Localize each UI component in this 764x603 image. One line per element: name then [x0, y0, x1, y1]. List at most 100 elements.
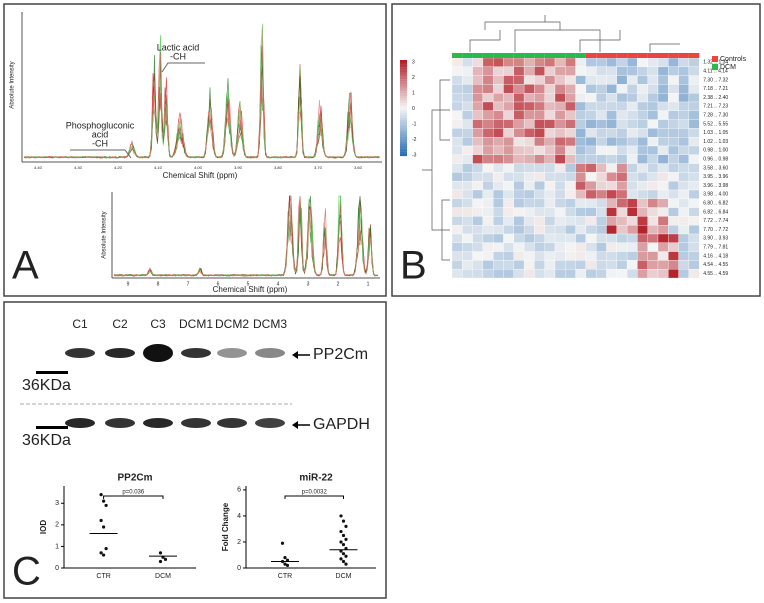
scale-tick: 1: [412, 90, 415, 96]
heatmap-cell: [606, 181, 617, 191]
heatmap-cell: [688, 93, 700, 103]
heatmap-cell: [462, 233, 473, 243]
heatmap-cell: [544, 75, 556, 85]
heatmap-cell: [637, 198, 648, 208]
x-tick-label: 3.90: [234, 165, 243, 170]
plot-title: PP2Cm: [117, 473, 152, 484]
heatmap-cell: [451, 154, 463, 164]
heatmap-cell: [596, 110, 607, 120]
x-tick-label: 1: [367, 281, 370, 287]
size-label: 36KDa: [22, 432, 71, 449]
data-point: [344, 554, 348, 558]
heatmap-cell: [637, 207, 648, 217]
heatmap-cell: [616, 163, 628, 173]
heatmap-cell: [534, 198, 545, 208]
heatmap-cell: [678, 207, 690, 217]
heatmap-cell: [626, 93, 638, 103]
heatmap-cell: [493, 75, 504, 85]
heatmap-cell: [544, 207, 556, 217]
heatmap-cell: [472, 119, 484, 129]
heatmap-cell: [585, 137, 597, 147]
heatmap-cell: [596, 163, 607, 173]
heatmap-cell: [554, 66, 566, 76]
heatmap-cell: [472, 260, 484, 270]
row-label: 7.70 .. 7.72: [703, 227, 728, 233]
data-point: [344, 562, 348, 566]
color-scale: [400, 91, 407, 94]
heatmap-cell: [657, 163, 669, 173]
heatmap-cell: [534, 269, 545, 279]
heatmap-cell: [616, 260, 628, 270]
heatmap-cell: [482, 251, 494, 261]
heatmap-cell: [678, 181, 690, 191]
heatmap-cell: [462, 172, 473, 182]
heatmap-cell: [472, 110, 484, 120]
heatmap-cell: [472, 154, 484, 164]
heatmap-cell: [565, 163, 576, 173]
heatmap-cell: [523, 163, 535, 173]
row-label: 4.16 .. 4.18: [703, 253, 728, 259]
heatmap-cell: [678, 163, 690, 173]
row-label: 7.21 .. 7.23: [703, 104, 728, 110]
heatmap-cell: [493, 181, 504, 191]
heatmap-cell: [513, 216, 525, 226]
x-tick-label: CTR: [278, 573, 292, 580]
heatmap-cell: [668, 163, 679, 173]
heatmap-cell: [616, 110, 628, 120]
group-bar: [472, 53, 483, 58]
color-scale: [400, 129, 407, 133]
heatmap-cell: [616, 225, 628, 235]
row-label: 7.30 .. 7.32: [703, 77, 728, 83]
annotation: Lactic acid: [157, 42, 200, 52]
heatmap-cell: [626, 145, 638, 155]
heatmap-cell: [668, 101, 679, 111]
heatmap-cell: [596, 145, 607, 155]
heatmap-cell: [575, 57, 587, 67]
scale-tick: -3: [412, 152, 417, 158]
lane-label: DCM2: [215, 317, 249, 331]
heatmap-cell: [493, 233, 504, 243]
heatmap-cell: [482, 75, 494, 85]
heatmap-cell: [626, 75, 638, 85]
heatmap-cell: [565, 128, 576, 138]
heatmap-cell: [678, 269, 690, 279]
heatmap-cell: [544, 93, 556, 103]
heatmap-cell: [688, 137, 700, 147]
heatmap-cell: [668, 181, 679, 191]
heatmap-cell: [647, 154, 659, 164]
heatmap-cell: [606, 251, 617, 261]
heatmap-cell: [596, 269, 607, 279]
panel-letter: C: [12, 550, 41, 594]
heatmap-cell: [462, 207, 473, 217]
group-bar: [668, 53, 679, 58]
heatmap-cell: [606, 242, 617, 252]
heatmap-cell: [678, 233, 690, 243]
heatmap-cell: [493, 128, 504, 138]
heatmap-cell: [472, 181, 484, 191]
heatmap-cell: [637, 269, 648, 279]
heatmap-cell: [482, 260, 494, 270]
heatmap-cell: [482, 172, 494, 182]
heatmap-cell: [544, 233, 556, 243]
heatmap-cell: [513, 172, 525, 182]
group-bar: [565, 53, 576, 58]
heatmap-cell: [575, 119, 587, 129]
heatmap-cell: [606, 154, 617, 164]
heatmap-cell: [534, 110, 545, 120]
heatmap-cell: [626, 154, 638, 164]
heatmap-cell: [647, 207, 659, 217]
heatmap-cell: [678, 198, 690, 208]
heatmap-cell: [678, 66, 690, 76]
heatmap-cell: [647, 75, 659, 85]
heatmap-cell: [565, 154, 576, 164]
heatmap-cell: [616, 207, 628, 217]
heatmap-cell: [503, 57, 514, 67]
heatmap-cell: [575, 198, 587, 208]
heatmap-cell: [575, 251, 587, 261]
heatmap-cell: [554, 137, 566, 147]
heatmap-cell: [493, 84, 504, 94]
heatmap-cell: [503, 251, 514, 261]
heatmap-cell: [451, 57, 463, 67]
heatmap-cell: [513, 57, 525, 67]
heatmap-cell: [493, 172, 504, 182]
